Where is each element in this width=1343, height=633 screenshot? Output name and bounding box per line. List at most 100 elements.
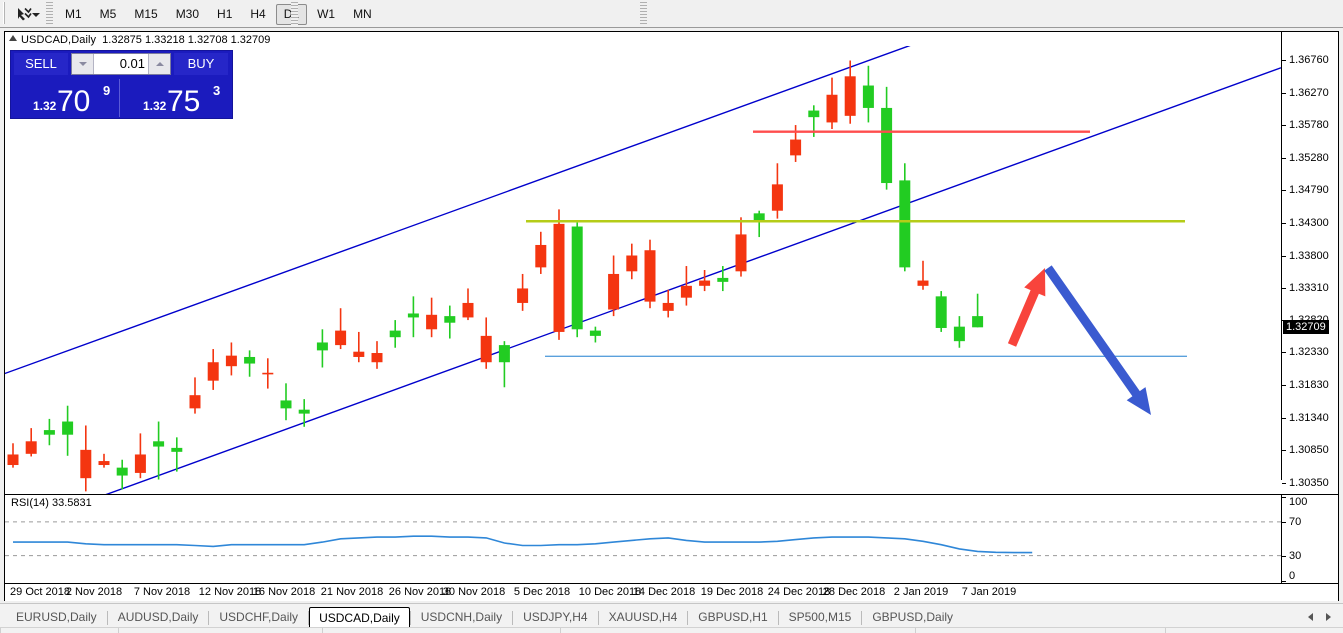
date-axis-label: 14 Dec 2018 [632,586,696,598]
tabs-scroll-right-button[interactable] [1321,609,1335,625]
bearish-scenario-arrow[interactable] [1044,265,1151,415]
caret-down-icon [79,62,87,66]
tab-divider [208,611,210,625]
sell-button[interactable]: SELL [14,53,68,75]
buy-price-pips: 75 [167,85,201,118]
price-axis-tick [1282,190,1286,192]
candlestick [480,317,492,369]
candlestick [844,60,856,124]
candlestick [517,273,529,311]
date-axis[interactable]: 29 Oct 2018 2 Nov 2018 7 Nov 2018 12 Nov 20… [5,583,1338,601]
chart-tab-usdchf-daily[interactable]: USDCHF,Daily [219,610,299,624]
chevron-down-icon [32,13,40,17]
chart-tab-audusd-daily[interactable]: AUDUSD,Daily [117,610,199,624]
price-axis[interactable]: 1.36760 1.36270 1.35780 1.35280 1.34790 1.343… [1281,32,1338,489]
candle-body [899,180,911,268]
rsi-axis-label: 70 [1289,515,1302,528]
chart-tab-usdjpy-h4[interactable]: USDJPY,H4 [523,610,588,624]
candle-body [862,85,874,108]
timeframe-w1[interactable]: W1 [317,7,336,21]
date-axis-label: 2 Jan 2019 [893,586,949,598]
chart-canvas-area[interactable]: USDCAD,Daily 1.32875 1.33218 1.32708 1.32… [4,31,1339,601]
statusbar-divider [322,628,323,633]
volume-stepper[interactable]: 0.01 [71,53,171,75]
candlestick [953,316,965,348]
chart-tab-sp500-m15[interactable]: SP500,M15 [788,610,852,624]
candle-body [116,467,128,476]
timeframe-m15[interactable]: M15 [134,7,158,21]
candle-body [407,313,419,318]
candle-body [571,226,583,330]
timeframe-mn[interactable]: MN [353,7,372,21]
chart-tab-usdcnh-daily[interactable]: USDCNH,Daily [420,610,503,624]
candlestick [207,349,219,390]
candlestick [608,255,620,317]
candlestick [462,288,474,321]
candle-body [244,356,256,364]
candle-body [389,330,401,338]
rsi-axis-tick [1282,521,1286,523]
buy-button[interactable]: BUY [174,53,228,75]
sell-price-pips: 70 [57,85,91,118]
candlestick [571,222,583,338]
rsi-indicator-pane[interactable]: RSI(14) 33.5831 100 70 30 0 [5,495,1338,583]
buy-price-display[interactable]: 1.32 75 3 [123,79,229,118]
chevron-left-icon [1308,613,1313,621]
bullish-scenario-arrow[interactable] [1007,268,1046,347]
candlestick [881,86,893,190]
candlestick [7,443,19,468]
chart-tabs-strip: EURUSD,Daily AUDUSD,Daily USDCHF,Daily USDC… [6,607,963,630]
candle-body [826,94,838,123]
candle-body [972,316,984,328]
toolbar-separator [640,2,647,25]
rsi-label: RSI(14) 33.5831 [11,497,92,509]
timeframe-m30[interactable]: M30 [175,7,200,21]
candlestick [225,342,237,376]
candle-body [808,110,820,118]
price-plot-area[interactable] [5,46,1281,494]
volume-increase-button[interactable] [148,54,170,74]
rsi-line [13,535,1033,554]
candlestick [972,293,984,328]
tabs-scroll-left-button[interactable] [1303,609,1317,625]
rsi-plot-area [5,495,1281,583]
collapse-triangle-icon[interactable] [9,35,17,41]
candle-body [444,316,456,323]
crosshair-cursor-tool[interactable] [12,3,44,26]
price-axis-label: 1.31340 [1289,411,1329,424]
one-click-trading-panel: SELL 0.01 BUY 1.32 70 9 [10,50,233,119]
volume-decrease-button[interactable] [72,54,94,74]
candlestick [116,459,128,490]
ascending-channel-line-lower[interactable] [75,67,1281,494]
timeframe-h1[interactable]: H1 [217,7,233,21]
ascending-channel-line-upper[interactable] [5,46,985,381]
price-axis-tick [1282,222,1286,224]
timeframe-m1[interactable]: M1 [65,7,82,21]
price-axis-label: 1.36270 [1289,86,1329,99]
candlestick [644,239,656,309]
toolbar-grip[interactable] [3,2,9,24]
chart-tab-gbpusd-daily[interactable]: GBPUSD,Daily [872,610,954,624]
volume-input[interactable]: 0.01 [119,56,145,71]
price-axis-label: 1.34300 [1289,216,1329,229]
chart-tab-gbpusd-h1[interactable]: GBPUSD,H1 [698,610,768,624]
candle-body [644,250,656,302]
price-axis-label: 1.33310 [1289,281,1329,294]
price-axis-label: 1.32330 [1289,346,1329,359]
chart-ohlc-values: 1.32875 1.33218 1.32708 1.32709 [102,34,271,46]
tab-divider [597,611,599,625]
candle-body [335,330,347,346]
chart-tab-eurusd-daily[interactable]: EURUSD,Daily [16,610,97,624]
chart-tab-xauusd-h4[interactable]: XAUUSD,H4 [608,610,678,624]
price-axis-tick [1282,92,1286,94]
candle-body [426,314,438,330]
sell-price-display[interactable]: 1.32 70 9 [13,79,120,118]
price-axis-label: 1.30350 [1289,476,1329,489]
price-axis-label: 1.36760 [1289,54,1329,67]
candle-body [298,409,310,414]
timeframe-h4[interactable]: H4 [250,7,266,21]
timeframe-m5[interactable]: M5 [99,7,117,21]
date-axis-label: 26 Nov 2018 [388,586,452,598]
date-axis-label: 7 Nov 2018 [133,586,191,598]
